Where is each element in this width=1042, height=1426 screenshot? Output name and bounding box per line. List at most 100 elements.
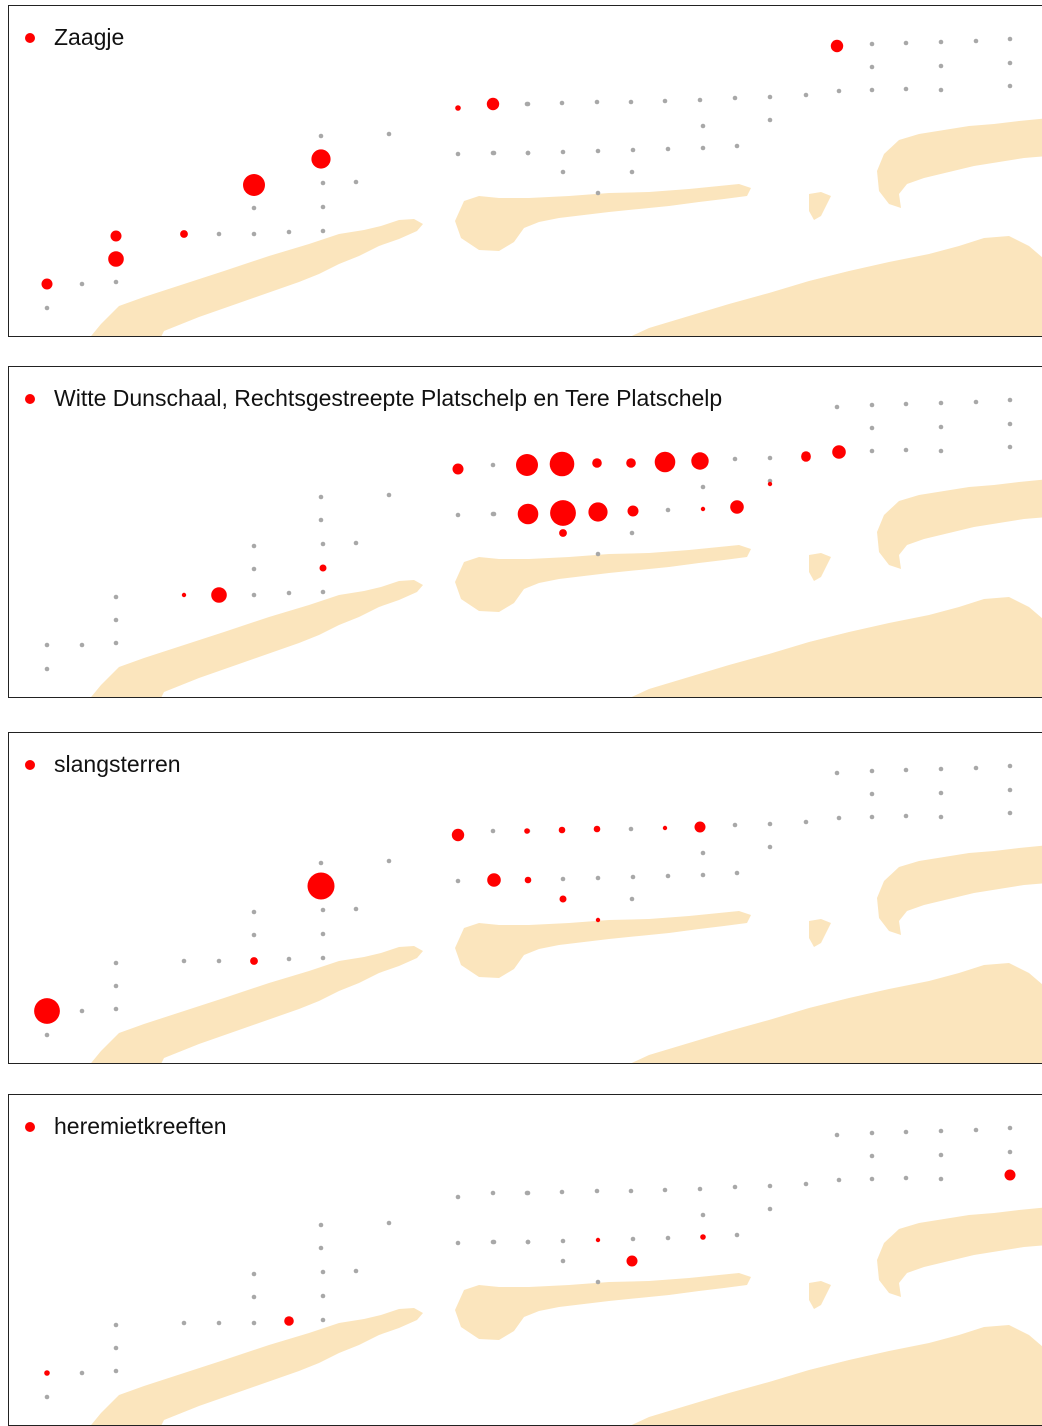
occurrence-circle [549,451,575,477]
station-dot [491,511,497,517]
station-dot [665,1235,671,1241]
occurrence-circle [767,481,773,487]
occurrence-circle [452,463,464,475]
land-shape [455,1273,751,1340]
station-dot [595,1279,601,1285]
legend-label: heremietkreeften [54,1113,227,1139]
land-shape [631,963,1042,1063]
station-dot [251,1271,257,1277]
station-dot [524,1190,530,1196]
station-dot [44,666,50,672]
station-dot [938,1152,944,1158]
station-dot [318,860,324,866]
station-dot [834,1132,840,1138]
station-dot [734,870,740,876]
station-dot [320,931,326,937]
station-dot [113,1345,119,1351]
occurrence-circle [451,828,465,842]
station-dot [491,1239,497,1245]
station-dot [490,462,496,468]
occurrence-circle [559,895,567,903]
map-panel-witte-dunschaal: Witte Dunschaal, Rechtsgestreepte Platsc… [8,366,1042,698]
land-shape [877,118,1042,208]
occurrence-circle [626,458,636,468]
station-dot [662,1187,668,1193]
station-dot [869,1130,875,1136]
occurrence-circle [691,452,709,470]
station-dot [628,826,634,832]
station-dot [869,41,875,47]
station-dot [251,1320,257,1326]
station-dot [629,896,635,902]
station-dot [560,149,566,155]
station-dot [665,507,671,513]
station-dot [595,148,601,154]
station-dot [803,92,809,98]
station-dot [803,1181,809,1187]
station-dot [320,1269,326,1275]
station-dot [216,958,222,964]
occurrence-circle [108,251,124,267]
station-dot [767,844,773,850]
station-dot [938,766,944,772]
station-dot [869,814,875,820]
station-dot [732,95,738,101]
station-dot [903,1129,909,1135]
station-dot [181,1320,187,1326]
legend-label: Zaagje [54,24,125,50]
station-dot [697,1186,703,1192]
station-dot [1007,1125,1013,1131]
station-dot [353,906,359,912]
station-dot [973,765,979,771]
occurrence-circle [319,564,327,572]
occurrence-circle [592,458,602,468]
station-dot [113,594,119,600]
station-dot [525,1239,531,1245]
station-dot [629,530,635,536]
station-dot [1007,763,1013,769]
station-dot [630,874,636,880]
station-dot [938,448,944,454]
station-dot [79,281,85,287]
filled-circle-icon [25,1121,35,1132]
station-dot [903,401,909,407]
occurrence-circle [694,821,706,833]
station-dot [938,39,944,45]
station-dot [700,850,706,856]
occurrence-circle [311,149,331,169]
occurrence-circle [801,452,811,462]
station-dot [286,590,292,596]
legend: slangsterren [25,751,181,778]
station-dot [181,958,187,964]
station-dot [629,169,635,175]
legend: Witte Dunschaal, Rechtsgestreepte Platsc… [25,385,722,412]
station-dot [767,94,773,100]
station-dot [869,791,875,797]
map-panel-zaagje: Zaagje [8,5,1042,337]
station-dot [455,151,461,157]
station-dot [836,1177,842,1183]
station-dot [665,146,671,152]
station-dot [113,640,119,646]
station-dot [251,1294,257,1300]
station-dot [869,448,875,454]
station-dot [628,99,634,105]
map-panel-heremietkreeften: heremietkreeften [8,1094,1042,1426]
occurrence-circle [593,825,601,833]
station-dot [734,1232,740,1238]
station-dot [595,875,601,881]
land-shape [631,1325,1042,1425]
station-dot [903,813,909,819]
legend-label: slangsterren [54,751,181,777]
legend: Zaagje [25,24,124,51]
legend: heremietkreeften [25,1113,227,1140]
occurrence-circle [44,1370,50,1376]
occurrence-circle [110,230,122,242]
station-dot [938,1128,944,1134]
station-dot [903,1175,909,1181]
station-dot [491,150,497,156]
station-dot [869,425,875,431]
occurrence-circle [595,917,601,923]
station-dot [560,1258,566,1264]
station-dot [559,100,565,106]
